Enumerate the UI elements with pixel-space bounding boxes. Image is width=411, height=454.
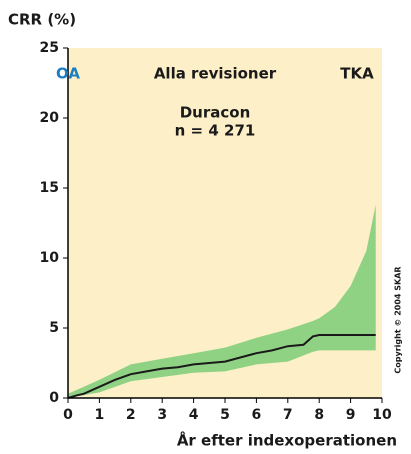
x-tick-label: 10 bbox=[372, 407, 392, 423]
annotation: OA bbox=[56, 65, 80, 83]
y-axis-label: CRR (%) bbox=[8, 11, 76, 29]
y-tick-label: 20 bbox=[40, 110, 60, 126]
x-tick-label: 1 bbox=[95, 407, 105, 423]
x-tick-label: 6 bbox=[252, 407, 262, 423]
x-tick-label: 2 bbox=[126, 407, 136, 423]
confidence-band bbox=[68, 204, 376, 398]
x-tick-label: 0 bbox=[63, 407, 73, 423]
y-tick-label: 10 bbox=[40, 250, 60, 266]
x-tick-label: 3 bbox=[157, 407, 167, 423]
annotation: Duracon bbox=[180, 104, 251, 122]
y-tick-label: 25 bbox=[40, 40, 59, 56]
annotation: Alla revisioner bbox=[154, 65, 277, 83]
x-tick-label: 8 bbox=[314, 407, 324, 423]
x-axis-label: År efter indexoperationen bbox=[177, 431, 397, 450]
x-tick-label: 5 bbox=[220, 407, 230, 423]
y-tick-label: 15 bbox=[40, 180, 59, 196]
x-tick-label: 9 bbox=[346, 407, 356, 423]
annotation: TKA bbox=[340, 65, 374, 83]
copyright: Copyright © 2004 SKAR bbox=[394, 266, 403, 373]
crr-line bbox=[67, 334, 376, 399]
x-tick-label: 4 bbox=[189, 407, 199, 423]
annotation: n = 4 271 bbox=[175, 122, 256, 140]
x-tick-label: 7 bbox=[283, 407, 293, 423]
y-tick-label: 0 bbox=[49, 390, 59, 406]
y-tick-label: 5 bbox=[49, 320, 59, 336]
